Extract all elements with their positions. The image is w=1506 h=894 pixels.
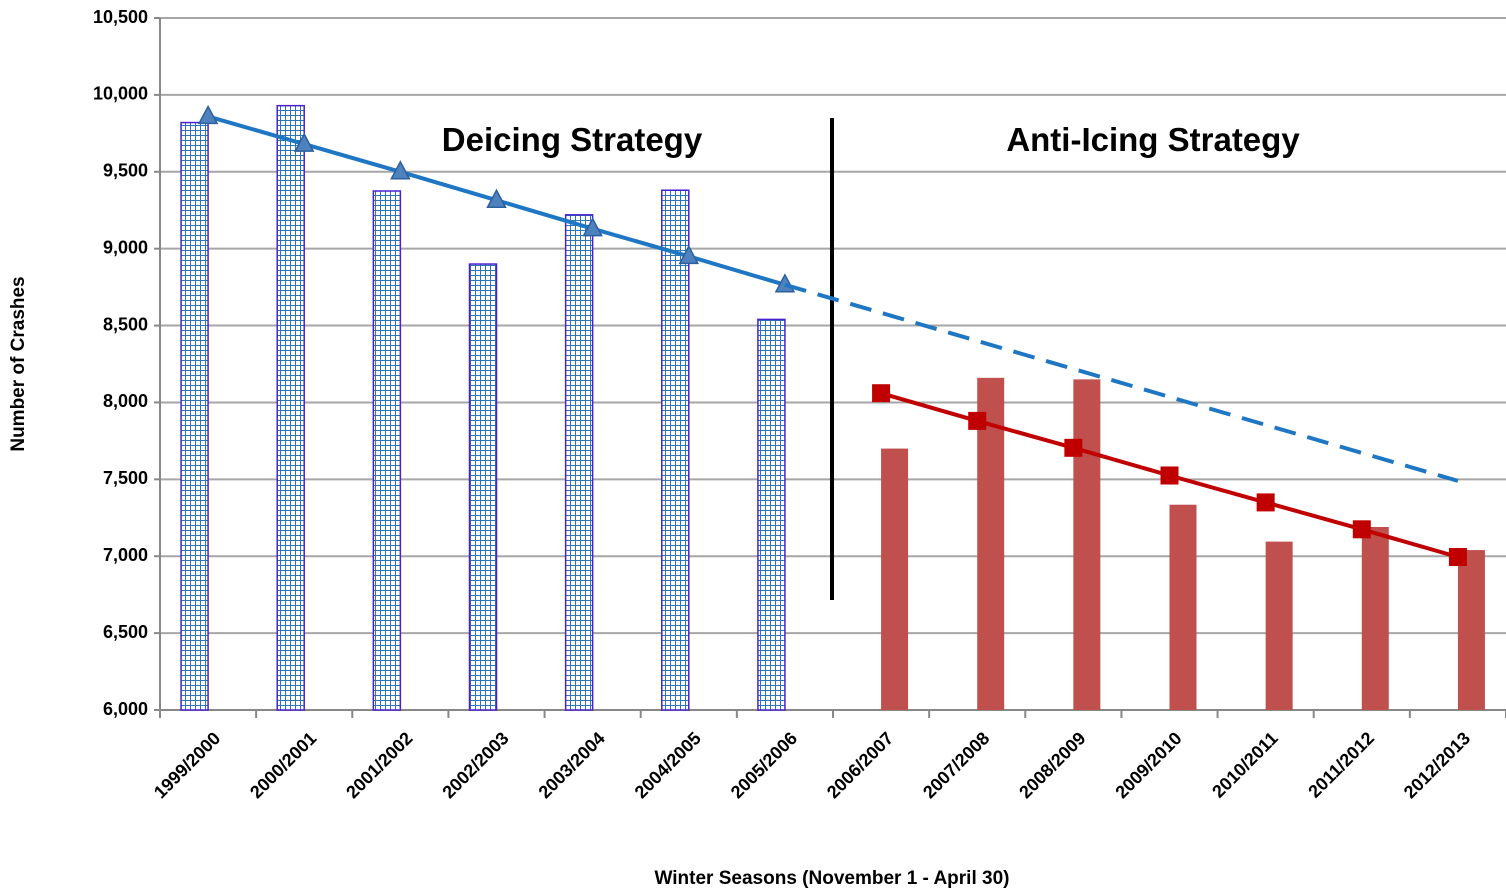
y-tick-label: 7,500 [103, 468, 148, 488]
bar [881, 448, 909, 710]
bar [1265, 541, 1293, 710]
x-axis-label: Winter Seasons (November 1 - April 30) [655, 868, 1010, 889]
marker [1064, 438, 1083, 457]
x-tick-label: 2006/2007 [823, 728, 897, 802]
x-tick-label: 1999/2000 [150, 728, 224, 802]
trend-line [784, 282, 1459, 483]
bar [564, 214, 594, 711]
y-axis-label: Number of Crashes [8, 276, 29, 451]
y-tick-label: 9,500 [103, 161, 148, 181]
x-tick-label: 2012/2013 [1400, 728, 1474, 802]
x-tick-label: 2011/2012 [1304, 728, 1378, 802]
x-tick-label: 2005/2006 [727, 728, 801, 802]
marker [293, 132, 315, 152]
bar [757, 318, 786, 711]
x-tick-label: 2010/2011 [1208, 728, 1282, 802]
x-tick-label: 2008/2009 [1015, 728, 1089, 802]
y-tick-label: 6,500 [103, 622, 148, 642]
y-tick-label: 10,500 [93, 7, 148, 27]
y-tick-label: 6,000 [103, 699, 148, 719]
marker [678, 244, 700, 265]
x-tick-label: 2000/2001 [246, 728, 320, 802]
bar [661, 189, 690, 711]
marker [968, 411, 987, 430]
bar [1169, 504, 1197, 710]
marker [486, 188, 507, 208]
annotation: Anti-Icing Strategy [1006, 121, 1300, 158]
x-tick-label: 2003/2004 [535, 728, 609, 802]
x-tick-label: 2007/2008 [919, 728, 993, 802]
bar [1457, 550, 1485, 710]
annotation: Deicing Strategy [442, 121, 703, 158]
x-tick-label: 2004/2005 [631, 728, 705, 802]
y-tick-label: 10,000 [93, 84, 148, 104]
bar [977, 377, 1005, 710]
marker [197, 104, 219, 125]
bar [1361, 527, 1389, 710]
marker [1448, 547, 1467, 566]
marker [390, 160, 411, 180]
y-tick-label: 8,500 [103, 314, 148, 334]
marker [582, 217, 603, 237]
y-tick-label: 8,000 [103, 391, 148, 411]
x-tick-label: 2009/2010 [1111, 728, 1185, 802]
bar [1073, 379, 1101, 710]
bar [276, 104, 305, 711]
bar [372, 190, 402, 711]
marker [1160, 466, 1179, 485]
y-tick-label: 9,000 [103, 237, 148, 257]
marker [1256, 493, 1275, 512]
marker [1352, 520, 1371, 539]
bar [468, 263, 498, 711]
x-tick-label: 2001/2002 [342, 728, 416, 802]
y-tick-label: 7,000 [103, 545, 148, 565]
bar [180, 121, 209, 711]
marker [872, 384, 891, 403]
x-tick-label: 2002/2003 [438, 728, 512, 802]
